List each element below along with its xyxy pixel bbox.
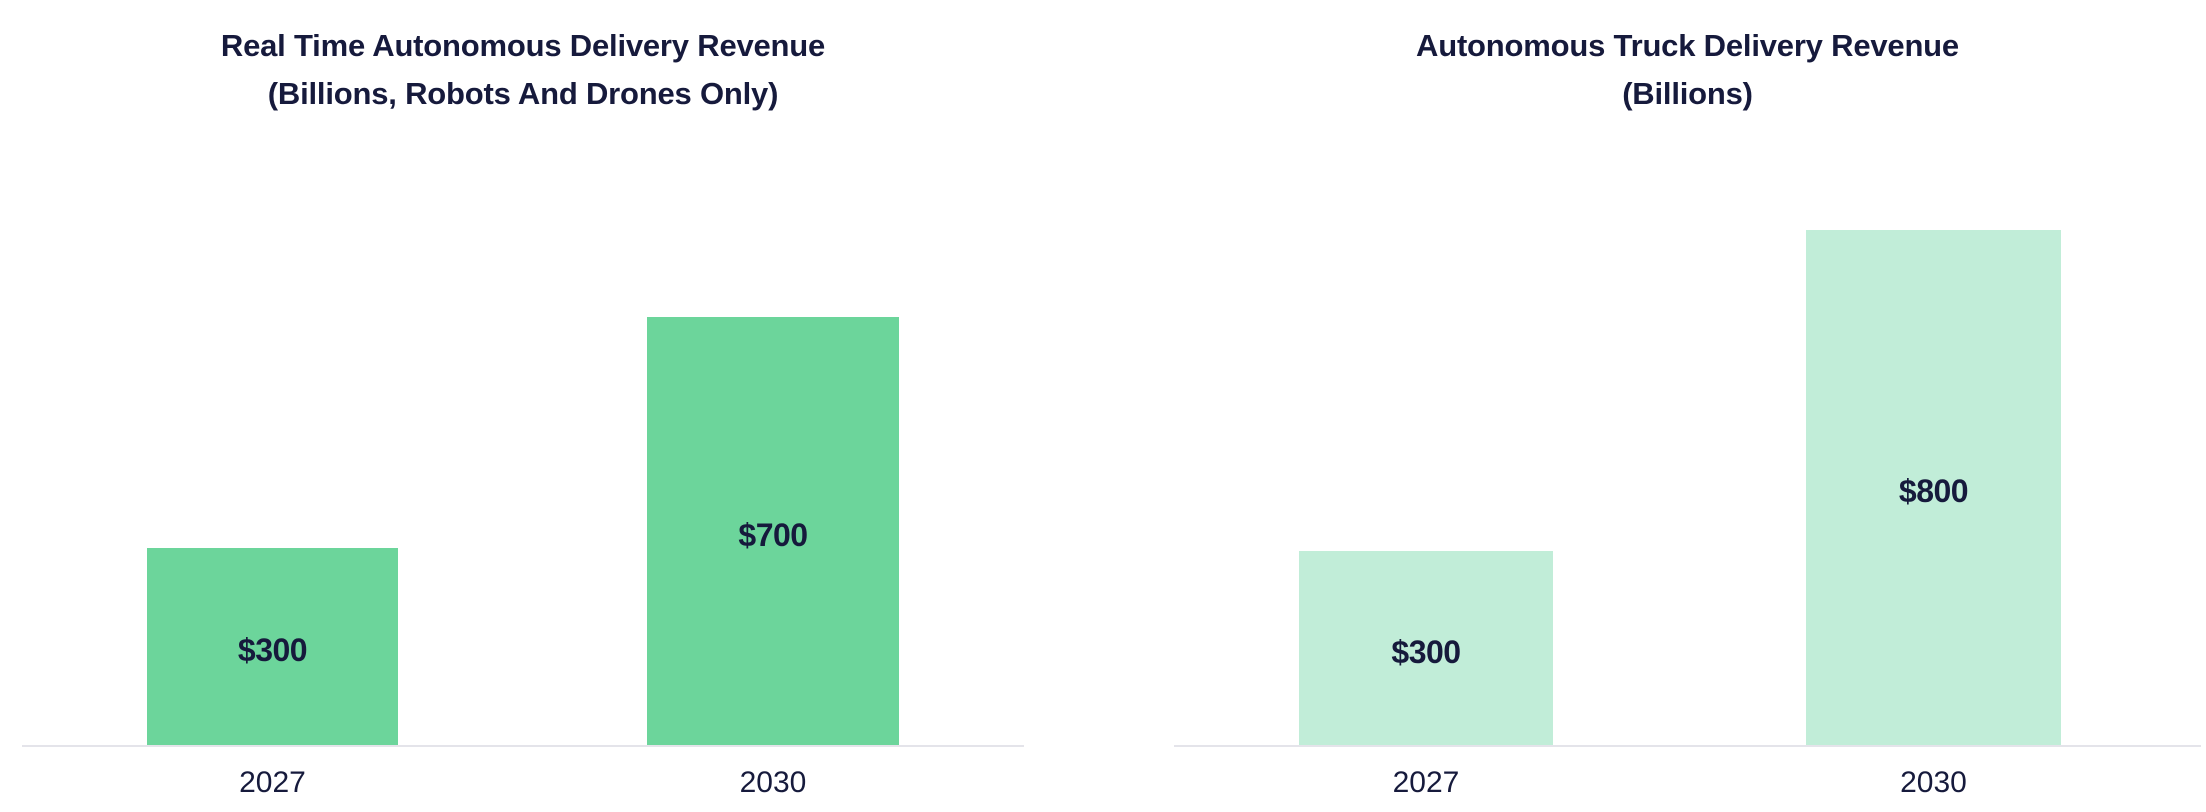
- bar-2030: $800: [1806, 230, 2061, 745]
- x-axis-line: [1174, 745, 2201, 747]
- chart-title: Autonomous Truck Delivery Revenue (Billi…: [1174, 22, 2201, 118]
- chart-title-line-1: Real Time Autonomous Delivery Revenue: [220, 28, 826, 63]
- chart-title-line-1: Autonomous Truck Delivery Revenue: [1416, 28, 1959, 63]
- chart-title-line-2: (Billions, Robots And Drones Only): [267, 76, 779, 111]
- x-tick-2027: 2027: [239, 766, 306, 799]
- bar-value-label: $800: [1898, 473, 1969, 509]
- bar-value-label: $300: [237, 632, 308, 668]
- chart-robots-drones-revenue: Real Time Autonomous Delivery Revenue (B…: [22, 0, 1024, 812]
- x-axis-line: [22, 745, 1024, 747]
- x-tick-2030: 2030: [739, 766, 807, 799]
- chart-truck-delivery-revenue: Autonomous Truck Delivery Revenue (Billi…: [1174, 0, 2201, 812]
- bar-2027: $300: [1299, 551, 1553, 745]
- chart-title-line-2: (Billions): [1622, 76, 1753, 111]
- chart-title: Real Time Autonomous Delivery Revenue (B…: [22, 22, 1024, 118]
- x-tick-2027: 2027: [1392, 766, 1460, 799]
- bar-2030: $700: [647, 317, 899, 745]
- bar-2027: $300: [147, 548, 398, 745]
- bar-value-label: $300: [1391, 633, 1461, 670]
- x-tick-2030: 2030: [1900, 766, 1967, 799]
- bar-value-label: $700: [738, 516, 808, 553]
